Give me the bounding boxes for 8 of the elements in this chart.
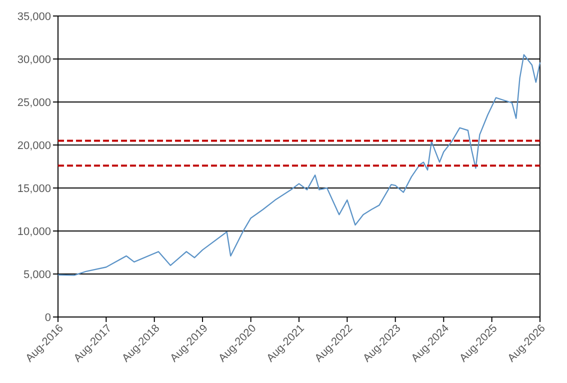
y-tick-label: 25,000 [17, 96, 51, 109]
y-tick-label: 30,000 [17, 54, 51, 66]
y-tick-label: 15,000 [17, 182, 51, 195]
y-tick-label: 20,000 [17, 140, 51, 152]
y-tick-label: 0 [44, 312, 51, 324]
y-tick-label: 5,000 [23, 268, 51, 281]
y-tick-label: 10,000 [17, 226, 51, 238]
y-tick-label: 35,000 [17, 10, 51, 23]
